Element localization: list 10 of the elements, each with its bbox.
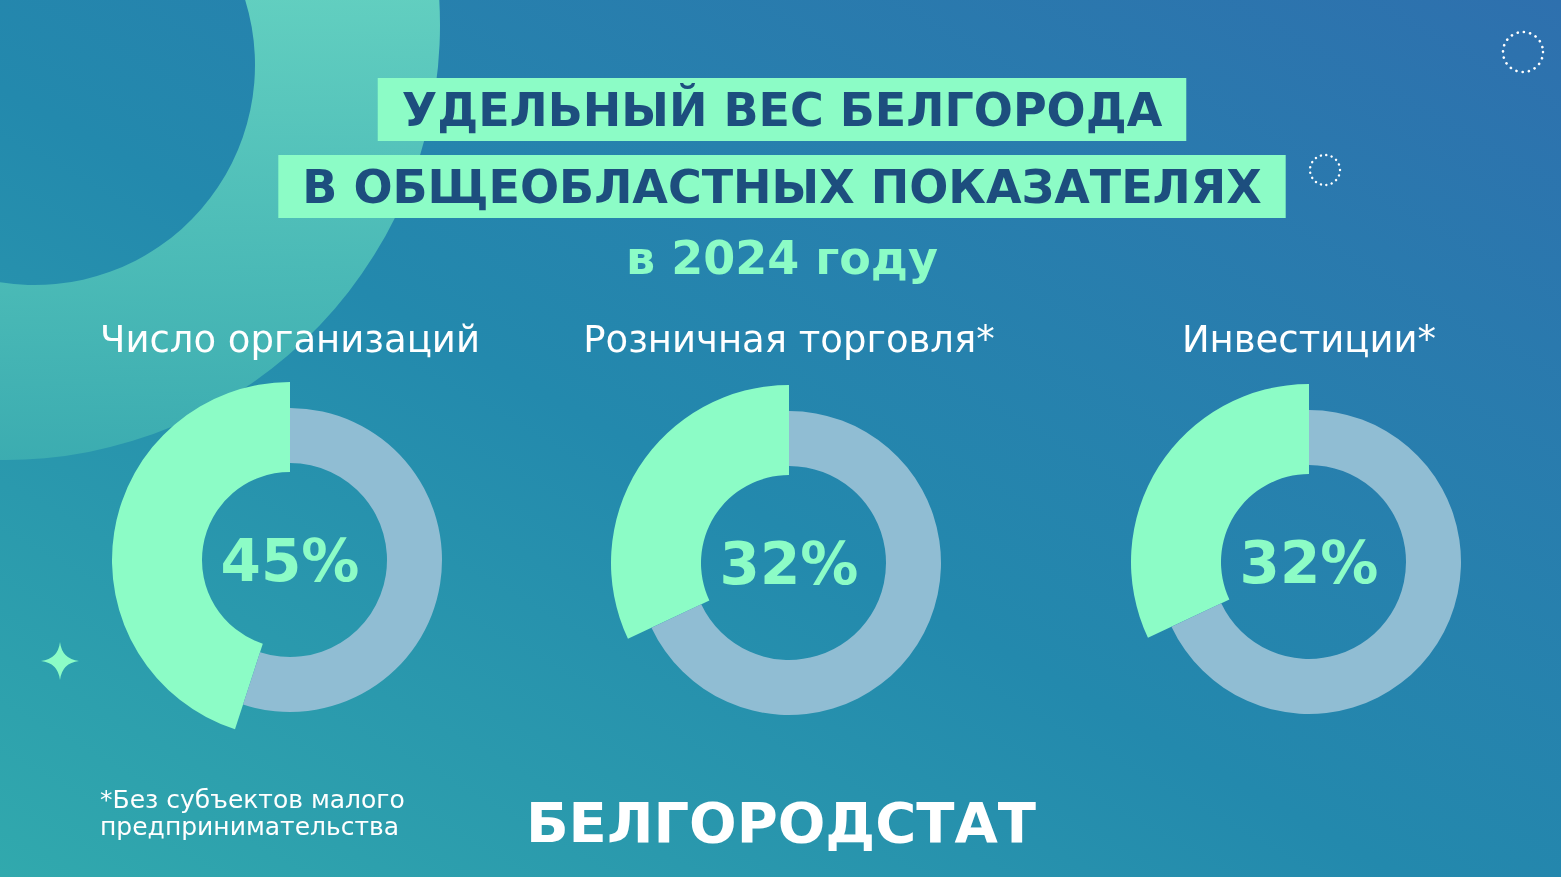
text: 45% — [220, 527, 360, 595]
text: *Без субъектов малого предпринимательства — [100, 785, 405, 841]
chart-title: Число организаций — [100, 318, 480, 361]
chart-title: Инвестиции* — [1181, 318, 1437, 361]
text: в 2024 году — [626, 231, 938, 285]
text: 32% — [1239, 529, 1379, 597]
text: УДЕЛЬНЫЙ ВЕС БЕЛГОРОДА В ОБЩЕОБЛАСТНЫХ ПОКАЗАТЕЛЯХ — [302, 83, 1262, 214]
text: 32% — [719, 530, 859, 598]
chart-title: Розничная торговля* — [583, 318, 995, 361]
text: БЕЛГОРОДСТАТ — [525, 790, 1037, 855]
